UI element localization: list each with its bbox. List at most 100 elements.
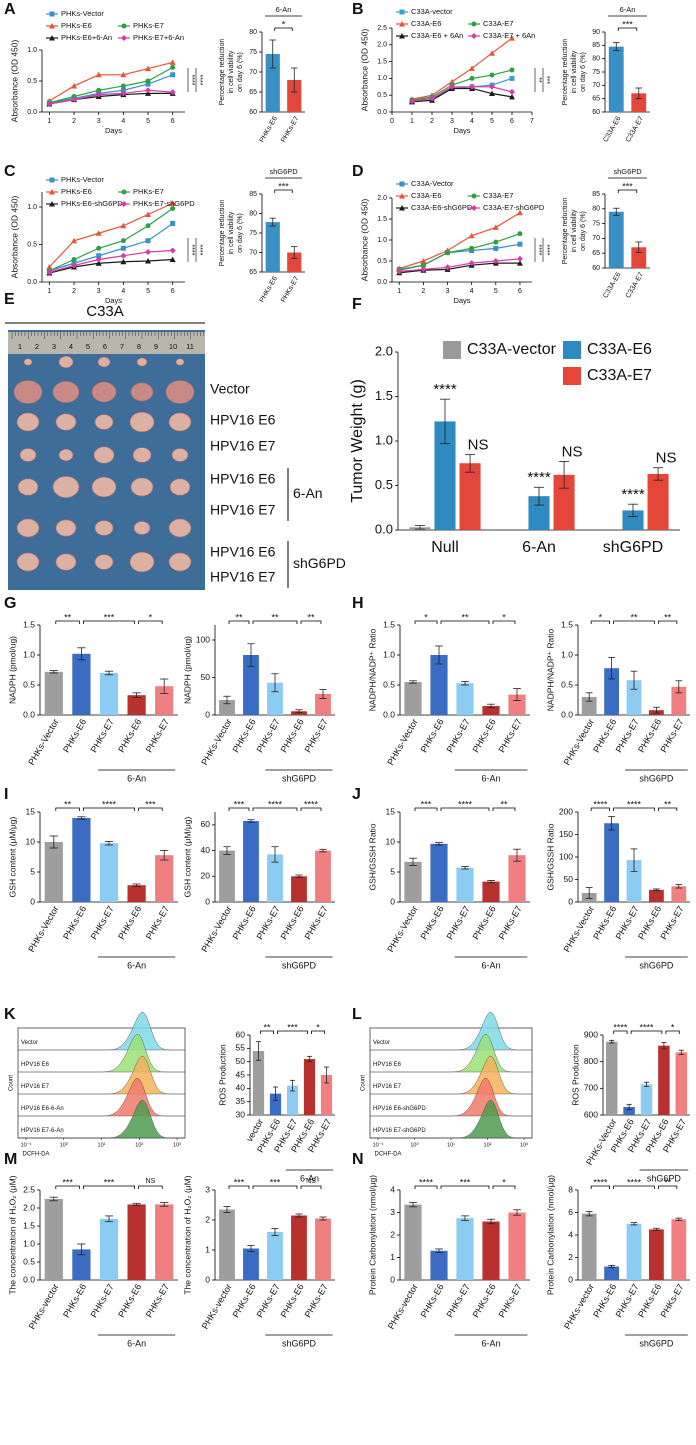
bar xyxy=(482,706,500,715)
bar xyxy=(287,252,302,272)
marker xyxy=(145,87,152,94)
legend-label: C33A-E7 + 6An xyxy=(483,31,535,40)
y-tick-label: 0.5 xyxy=(23,1256,35,1266)
chart-title: 6-An xyxy=(276,5,292,14)
sig-bracket xyxy=(440,807,490,811)
x-axis-label: Days xyxy=(105,126,122,135)
sig-label: *** xyxy=(62,1177,73,1187)
sig-label: *** xyxy=(460,1177,471,1187)
bar xyxy=(626,680,642,715)
bar xyxy=(649,889,664,902)
bar xyxy=(291,876,307,902)
marker xyxy=(399,9,405,15)
legend-label: C33A-E6 xyxy=(411,191,441,200)
sig-bracket xyxy=(414,807,438,811)
group-label: 6-An xyxy=(481,1338,500,1348)
legend-label: PHKs-E6-shG6PD xyxy=(61,199,123,208)
y-tick-label: 0 xyxy=(205,709,210,719)
row-label: HPV16 E7 xyxy=(210,438,276,454)
legend-label: C33A-E6 xyxy=(587,341,652,358)
tumor xyxy=(52,381,80,403)
marker xyxy=(46,264,53,270)
marker xyxy=(71,94,77,99)
series-line xyxy=(399,262,520,274)
y-tick-label: 80 xyxy=(249,29,257,36)
y-tick-label: 75 xyxy=(249,49,257,56)
y-tick-label: 1.0 xyxy=(383,649,395,659)
y-axis-label: Protein Carbonylation (nmol/μg) xyxy=(367,1175,377,1295)
bar xyxy=(482,881,500,902)
sig-label: *** xyxy=(622,181,633,191)
tumor xyxy=(171,448,189,462)
marker xyxy=(420,262,426,268)
legend-swatch xyxy=(443,341,461,359)
x-tick-label: PHKs-Vector xyxy=(199,717,233,767)
x-tick-label: 5 xyxy=(490,118,494,125)
tumor xyxy=(169,478,191,496)
legend-label: PHKs-Vector xyxy=(61,175,104,184)
y-tick-label: 60 xyxy=(201,819,211,829)
y-axis-label: Count xyxy=(9,1075,15,1091)
x-tick-label: PHKs-Vector xyxy=(562,717,596,767)
y-tick-label: 100 xyxy=(559,851,573,861)
sig-bracket xyxy=(138,1185,163,1189)
x-tick-label: PHKs-E6 xyxy=(231,904,258,941)
series-line xyxy=(399,233,521,271)
marker xyxy=(95,91,102,98)
marker xyxy=(469,245,475,251)
series-line xyxy=(49,249,173,273)
legend-label: PHKs-E6 xyxy=(61,187,92,196)
x-tick-label: PHKs-Vector xyxy=(199,904,233,954)
marker xyxy=(445,250,451,256)
y-tick-label: 2.0 xyxy=(377,195,387,202)
x-axis-label: Days xyxy=(453,296,470,305)
x-tick-label: PHKs-E7 xyxy=(497,1282,524,1319)
y-tick-label: 15 xyxy=(26,806,36,816)
bar xyxy=(155,1204,174,1280)
marker xyxy=(145,78,151,84)
y-tick-label: 0.5 xyxy=(377,258,387,265)
bar xyxy=(605,1041,618,1115)
marker xyxy=(121,23,127,29)
x-tick-label: C33A-E6 xyxy=(602,271,622,299)
x-tick-label: shG6PD xyxy=(603,539,663,556)
ruler-number: 10 xyxy=(169,342,177,351)
sig-bracket xyxy=(311,1030,325,1034)
marker xyxy=(145,211,152,217)
sig-bracket xyxy=(277,1030,308,1034)
sig-label: *** xyxy=(421,799,432,809)
y-tick-label: 65 xyxy=(592,96,600,103)
y-tick-label: 85 xyxy=(592,191,600,198)
y-tick-label: 1 xyxy=(390,1252,395,1262)
bar xyxy=(44,842,63,902)
y-tick-label: 1.5 xyxy=(377,58,387,65)
x-tick-label: PHKs-E6 xyxy=(259,115,280,144)
x-tick-label: PHKs-E6 xyxy=(471,1282,498,1319)
y-tick-label: 70 xyxy=(592,82,600,89)
bar xyxy=(482,1221,500,1280)
bar xyxy=(456,867,474,902)
y-tick-label: 1.5 xyxy=(561,619,573,629)
x-tick-label: 10² xyxy=(135,1142,143,1148)
y-tick-label: 75 xyxy=(592,69,600,76)
sig-label: * xyxy=(502,1177,506,1187)
sig-bracket xyxy=(613,1185,655,1189)
group-label: shG6PD xyxy=(282,1338,317,1348)
bar xyxy=(671,886,687,902)
x-tick-label: PHKs-E6 xyxy=(419,1282,446,1319)
sig-label: * xyxy=(282,19,286,29)
histogram xyxy=(18,1099,185,1139)
series-line xyxy=(49,223,174,272)
sig-label: ** xyxy=(664,1177,672,1187)
marker xyxy=(71,237,78,244)
marker xyxy=(170,64,176,70)
bar xyxy=(72,1249,91,1280)
tumor xyxy=(168,552,192,572)
legend-label: C33A-E7 xyxy=(483,191,513,200)
y-axis-label: Absorbance (OD 450) xyxy=(359,28,369,111)
bar xyxy=(267,1232,283,1280)
tumor xyxy=(23,358,33,366)
y-tick-label: 1.5 xyxy=(377,216,387,223)
series-line xyxy=(49,61,173,102)
marker xyxy=(95,71,102,78)
